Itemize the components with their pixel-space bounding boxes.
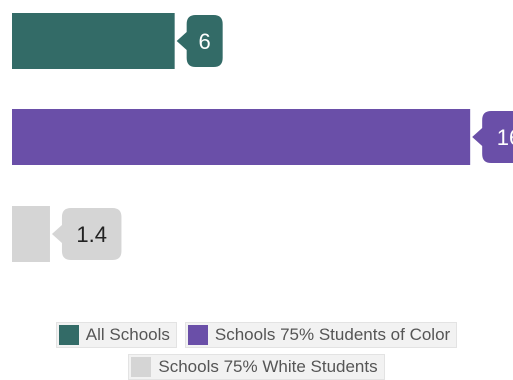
- legend-label: All Schools: [85, 325, 170, 344]
- data-label-text: 16.9: [497, 125, 513, 150]
- legend-item-white-students[interactable]: Schools 75% White Students: [128, 354, 385, 380]
- legend-swatch: [131, 357, 152, 377]
- data-label-text: 6: [199, 29, 211, 54]
- legend-item-students-of-color[interactable]: Schools 75% Students of Color: [184, 322, 458, 348]
- data-label-callout: [472, 111, 513, 163]
- bar-all-schools[interactable]: [12, 13, 175, 69]
- data-label-schools-75-white-students: 1.4: [51, 208, 122, 260]
- bar-schools-75-white-students[interactable]: [12, 206, 50, 262]
- legend-item-all-schools[interactable]: All Schools: [55, 322, 177, 348]
- data-label-all-schools: 6: [176, 15, 223, 67]
- bar-schools-75-students-of-color[interactable]: [12, 109, 471, 165]
- data-label-callout: [176, 15, 223, 67]
- data-label-text: 1.4: [76, 222, 107, 247]
- data-label-schools-75-students-of-color: 16.9: [472, 111, 513, 163]
- data-label-callout: [51, 208, 122, 260]
- legend-swatch: [187, 325, 208, 345]
- legend-swatch: [58, 325, 79, 345]
- chart-legend: All Schools Schools 75% Students of Colo…: [0, 322, 513, 380]
- legend-label: Schools 75% Students of Color: [214, 325, 451, 344]
- legend-label: Schools 75% White Students: [158, 357, 378, 376]
